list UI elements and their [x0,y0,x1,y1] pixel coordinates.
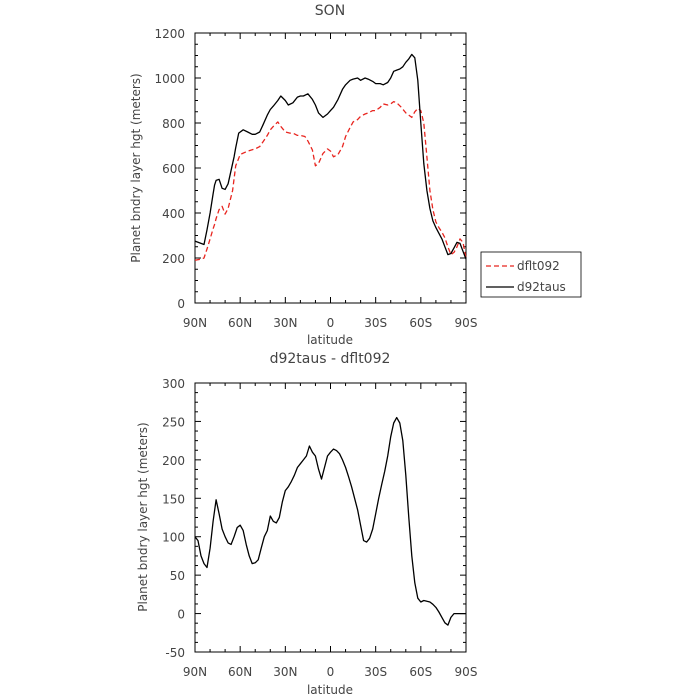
bottom-x-tick-label: 30S [364,665,387,679]
bottom-chart-title: d92taus - dflt092 [270,351,391,367]
top-x-tick-label: 90N [183,316,207,330]
top-chart-legend: dflt092 d92taus [480,251,582,298]
top-y-tick-label: 1200 [154,27,185,41]
bottom-y-tick-label: 150 [162,492,185,506]
top-chart-title: SON [315,3,345,19]
top-chart-x-axis-label: latitude [307,333,353,347]
top-chart-y-axis-label: Planet bndry layer hgt (meters) [129,73,143,263]
top-x-tick-label: 60S [409,316,432,330]
bottom-y-tick-label: 200 [162,454,185,468]
bottom-plot-frame [194,382,467,653]
top-chart-ticks: 90N 60N 30N 0 30S 60S 90S 0 200 400 600 800 1000 1200 [154,27,477,330]
bottom-y-tick-label: 250 [162,415,185,429]
bottom-y-tick-label: 100 [162,531,185,545]
bottom-chart-ticks: 90N 60N 30N 0 30S 60S 90S -50 0 50 100 150 200 250 300 [162,377,477,679]
top-x-tick-label: 30N [273,316,297,330]
legend-label-d92taus: d92taus [517,280,566,294]
bottom-x-tick-label: 60N [228,665,252,679]
top-x-tick-label: 30S [364,316,387,330]
bottom-y-tick-label: -50 [165,646,185,660]
bottom-x-tick-label: 90N [183,665,207,679]
top-x-tick-label: 60N [228,316,252,330]
legend-label-dflt092: dflt092 [517,259,560,273]
top-y-tick-label: 400 [162,207,185,221]
bottom-x-tick-label: 30N [273,665,297,679]
bottom-y-tick-label: 300 [162,377,185,391]
bottom-chart-lines [194,416,466,626]
top-y-tick-label: 600 [162,162,185,176]
bottom-x-tick-label: 0 [327,665,335,679]
top-chart-lines [194,53,467,261]
bottom-series-line-difference [194,416,466,626]
bottom-x-tick-label: 90S [455,665,478,679]
bottom-chart-panel: d92taus - dflt092 90N 60N 30N 0 30S 60S 90S -50… [136,351,477,697]
bottom-y-tick-label: 50 [170,569,185,583]
top-y-tick-label: 0 [177,297,185,311]
top-y-tick-label: 200 [162,252,185,266]
top-y-tick-label: 1000 [154,72,185,86]
bottom-y-tick-label: 0 [177,608,185,622]
bottom-x-tick-label: 60S [409,665,432,679]
top-x-tick-label: 90S [455,316,478,330]
top-x-tick-label: 0 [327,316,335,330]
bottom-chart-x-axis-label: latitude [307,683,353,697]
top-y-tick-label: 800 [162,117,185,131]
top-chart-panel: SON 90N 60N 30N 0 30S 60S 90S 0 200 400 600 800 1000… [129,3,477,347]
top-series-line-d92taus [194,53,467,260]
bottom-chart-y-axis-label: Planet bndry layer hgt (meters) [136,422,150,612]
legend-box [480,251,582,298]
